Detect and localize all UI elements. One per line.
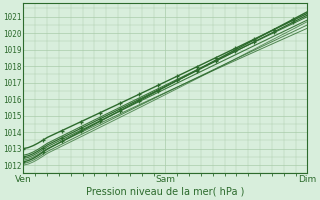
X-axis label: Pression niveau de la mer( hPa ): Pression niveau de la mer( hPa ) xyxy=(86,187,244,197)
